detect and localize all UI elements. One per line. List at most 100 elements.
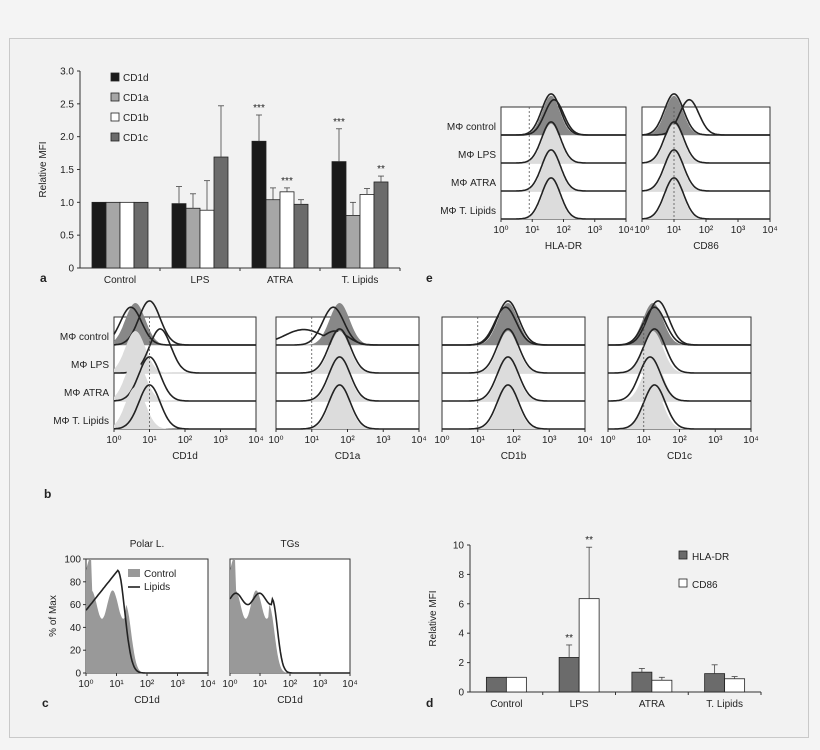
significance-marker: **: [585, 535, 593, 546]
bar-cd1c: [373, 181, 389, 269]
x-tick-label: 10¹: [305, 435, 320, 446]
x-axis-label: CD86: [693, 241, 719, 252]
panel-label-c: c: [42, 696, 49, 710]
legend-swatch: [110, 112, 120, 122]
isotype-fill: [276, 303, 419, 345]
sample-curve: [442, 356, 585, 402]
y-tick-label: 0: [75, 669, 81, 680]
legend-label: Control: [144, 569, 176, 580]
sample-curve: [642, 177, 770, 220]
sample-curve: [442, 328, 585, 374]
x-tick-label: 10⁴: [200, 679, 215, 690]
x-tick-label: 10⁰: [493, 225, 508, 236]
bar-cd1c: [133, 201, 149, 269]
x-tick-label: 10¹: [253, 679, 268, 690]
y-tick-label: 100: [64, 555, 81, 566]
category-label: LPS: [191, 275, 210, 286]
bar-cd86: [651, 679, 673, 693]
bar-cd1d: [251, 140, 267, 269]
category-label: T. Lipids: [706, 699, 743, 710]
bar-hladr: [485, 676, 507, 693]
histogram-tgs: 10⁰ 10¹ 10² 10³ 10⁴ CD1d TGs: [222, 539, 357, 706]
category-label: ATRA: [639, 699, 665, 710]
bar-cd86: [724, 678, 746, 693]
legend-label: HLA-DR: [692, 552, 729, 563]
row-label: MΦ control: [60, 332, 109, 343]
legend-swatch: [110, 132, 120, 142]
x-tick-label: 10³: [213, 435, 228, 446]
sample-curve: [642, 98, 770, 136]
x-axis-label: CD1d: [277, 695, 303, 706]
significance-marker: **: [565, 633, 573, 644]
legend-label: CD1b: [123, 113, 149, 124]
bar-hladr: [558, 657, 580, 693]
y-tick-label: 4: [458, 629, 464, 640]
x-axis-label: CD1d: [134, 695, 160, 706]
y-tick-label: 1.5: [60, 165, 74, 176]
bar-chart-a: 0 0.5 1.0 1.5 2.0 2.5 3.0 Relative MFI Control LP…: [38, 67, 401, 286]
bar-cd86: [578, 598, 600, 693]
sample-curve: [501, 99, 626, 136]
y-tick-label: 2.5: [60, 99, 74, 110]
x-tick-label: 10³: [731, 225, 746, 236]
histogram-cd1d: 10⁰ 10¹ 10² 10³ 10⁴ CD1d: [106, 300, 264, 462]
figure-frame: 0 0.5 1.0 1.5 2.0 2.5 3.0 Relative MFI Control LP…: [9, 38, 809, 738]
y-tick-label: 0.5: [60, 231, 74, 242]
bar-cd1d: [91, 201, 107, 269]
histogram-cd1c: 10⁰ 10¹ 10² 10³ 10⁴ CD1c: [600, 300, 759, 462]
bar-cd1b: [359, 194, 375, 269]
x-tick-label: 10²: [506, 435, 521, 446]
x-tick-label: 10³: [708, 435, 723, 446]
y-tick-label: 8: [458, 570, 464, 581]
significance-marker: ***: [333, 117, 345, 128]
bar-cd1d: [171, 203, 187, 269]
figure-canvas: 0 0.5 1.0 1.5 2.0 2.5 3.0 Relative MFI Control LP…: [38, 67, 778, 711]
control-fill: [230, 559, 350, 673]
isotype-fill: [276, 387, 419, 429]
x-tick-label: 10⁰: [106, 435, 121, 446]
y-axis-label: Relative MFI: [428, 590, 439, 646]
y-tick-label: 3.0: [60, 67, 74, 78]
category-label: Control: [490, 699, 522, 710]
x-tick-label: 10⁴: [411, 435, 426, 446]
sample-curve: [608, 384, 751, 430]
bar-cd1a: [345, 215, 361, 269]
isotype-fill: [501, 123, 626, 163]
isotype-fill: [501, 95, 626, 135]
isotype-fill: [442, 387, 585, 429]
histogram-polar-l: 10⁰ 10¹ 10² 10³ 10⁴ CD1d Polar L. 0 20 40 60 80 100%…: [48, 539, 216, 706]
panel-label-a: a: [40, 271, 47, 285]
sample-curve: [642, 121, 770, 164]
lipids-curve: [229, 592, 350, 674]
isotype-fill: [642, 179, 770, 219]
isotype-fill: [276, 331, 419, 373]
plot-title: TGs: [281, 539, 300, 550]
legend-label: CD1c: [123, 133, 148, 144]
sample-curve: [276, 328, 419, 374]
x-tick-label: 10³: [376, 435, 391, 446]
y-tick-label: 0: [68, 264, 74, 275]
legend-label: CD86: [692, 580, 718, 591]
x-tick-label: 10²: [556, 225, 571, 236]
isotype-fill: [501, 179, 626, 219]
legend-swatch: [678, 578, 688, 588]
x-axis-label: CD1d: [172, 451, 198, 462]
x-tick-label: 10¹: [109, 679, 124, 690]
y-tick-label: 60: [70, 600, 82, 611]
row-label: MΦ T. Lipids: [53, 416, 109, 427]
bar-cd1a: [265, 199, 281, 269]
sample-curve: [114, 356, 256, 402]
y-tick-label: 2.0: [60, 132, 74, 143]
x-tick-label: 10⁰: [434, 435, 449, 446]
y-tick-label: 0: [458, 688, 464, 699]
legend-label: Lipids: [144, 582, 170, 593]
sample-curve: [276, 306, 419, 346]
y-axis-label: Relative MFI: [38, 141, 49, 197]
x-tick-label: 10²: [672, 435, 687, 446]
x-tick-label: 10⁰: [268, 435, 283, 446]
sample-curve: [642, 149, 770, 192]
category-label: ATRA: [267, 275, 293, 286]
x-tick-label: 10⁴: [762, 225, 777, 236]
legend-swatch: [110, 92, 120, 102]
legend-label: CD1d: [123, 73, 149, 84]
